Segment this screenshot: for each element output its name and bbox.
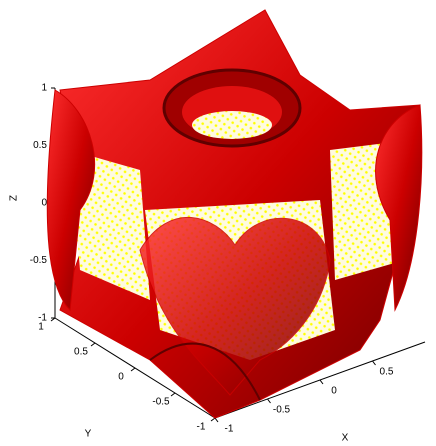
isosurface [47, 10, 421, 418]
y-axis-label: Y [85, 429, 92, 440]
y-tick-label: 0.5 [74, 347, 88, 358]
z-tick-label: 1 [41, 83, 47, 94]
z-tick-label: 0.5 [33, 140, 47, 151]
z-tick-label: 0 [41, 198, 47, 209]
z-tick-label: -1 [38, 313, 47, 324]
z-tick-label: -0.5 [30, 255, 48, 266]
x-tick [215, 418, 218, 422]
y-tick-label: -1 [197, 422, 206, 433]
page: Z Y X -1-0.500.5-1-0.500.51-1-0.500.51 (… [0, 0, 436, 446]
chart: Z Y X -1-0.500.5-1-0.500.51-1-0.500.51 [0, 0, 436, 446]
x-tick [268, 399, 271, 403]
x-tick-label: -1 [225, 424, 234, 435]
y-tick [91, 343, 95, 346]
top-hole-inner [192, 111, 272, 139]
x-tick-label: 0 [331, 386, 337, 397]
x-tick [373, 361, 376, 365]
x-axis-label: X [342, 433, 349, 444]
x-tick [320, 380, 323, 384]
x-tick-label: -0.5 [273, 405, 291, 416]
z-axis-label: Z [9, 195, 20, 201]
y-tick [131, 368, 135, 371]
y-tick [171, 393, 175, 396]
y-tick-label: 0 [118, 372, 124, 383]
y-tick [211, 418, 215, 421]
y-tick-label: -0.5 [152, 397, 170, 408]
x-tick-label: 0.5 [380, 367, 394, 378]
